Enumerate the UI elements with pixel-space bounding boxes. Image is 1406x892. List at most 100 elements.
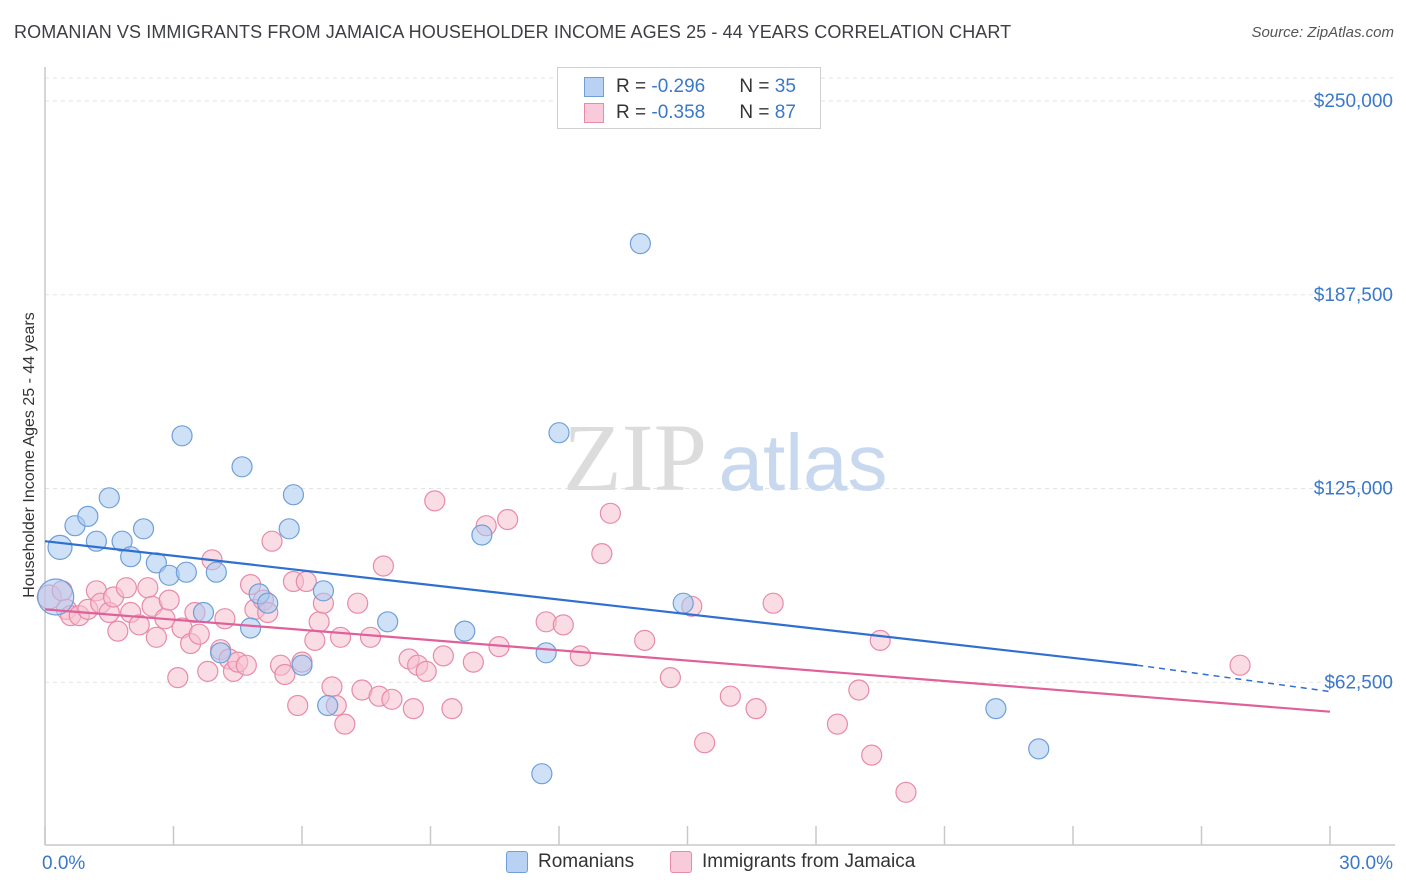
point-jamaica	[861, 744, 883, 766]
point-romanians	[535, 642, 557, 664]
watermark-zip: ZIP	[563, 404, 707, 511]
y-tick-label: $62,500	[1324, 672, 1393, 693]
watermark-atlas: atlas	[719, 418, 888, 507]
point-romanians	[629, 233, 651, 255]
point-jamaica	[659, 666, 681, 689]
point-jamaica	[235, 654, 257, 676]
legend-top: R = -0.296 N = 35 R = -0.358 N = 87	[557, 67, 821, 129]
point-jamaica	[381, 688, 403, 710]
point-romanians	[317, 694, 339, 717]
point-jamaica	[304, 629, 326, 652]
point-jamaica	[869, 629, 891, 652]
point-romanians	[278, 518, 300, 540]
point-jamaica	[334, 713, 356, 735]
legend-item-romanians[interactable]: Romanians	[506, 851, 634, 873]
legend-bottom: Romanians Immigrants from Jamaica	[0, 851, 1406, 879]
y-tick-label: $250,000	[1314, 91, 1393, 112]
point-romanians	[377, 611, 399, 633]
point-romanians	[175, 561, 197, 583]
point-romanians	[531, 763, 553, 785]
point-jamaica	[552, 614, 574, 636]
legend-swatch-blue	[584, 77, 604, 97]
point-jamaica	[402, 697, 424, 720]
point-jamaica	[462, 651, 484, 673]
y-axis-label: Householder Income Ages 25 - 44 years	[21, 312, 38, 598]
point-jamaica	[441, 697, 463, 720]
point-jamaica	[107, 620, 129, 642]
point-jamaica	[115, 577, 137, 599]
point-romanians	[205, 561, 227, 583]
point-jamaica	[359, 626, 382, 648]
point-jamaica	[347, 592, 369, 614]
point-romanians	[231, 456, 253, 478]
point-jamaica	[634, 629, 656, 652]
point-romanians	[548, 422, 570, 444]
y-tick-label: $187,500	[1314, 285, 1393, 306]
source-label: Source: ZipAtlas.com	[1251, 24, 1394, 41]
point-jamaica	[321, 676, 343, 698]
point-romanians	[210, 642, 232, 664]
point-romanians	[282, 484, 305, 506]
point-romanians	[47, 534, 73, 561]
point-romanians	[37, 578, 75, 616]
point-jamaica	[274, 663, 296, 686]
point-jamaica	[167, 666, 189, 689]
point-romanians	[192, 601, 215, 624]
point-jamaica	[128, 614, 150, 636]
point-jamaica	[497, 508, 519, 531]
point-jamaica	[287, 694, 309, 717]
point-jamaica	[424, 490, 446, 512]
x-tick-label: 0.0%	[42, 853, 85, 874]
point-jamaica	[145, 626, 167, 648]
point-jamaica	[158, 589, 180, 611]
point-romanians	[98, 487, 120, 509]
legend-label-romanians: Romanians	[538, 851, 635, 872]
tick-labels: $62,500 $125,000 $187,500 $250,000 0.0% 30.0%	[42, 91, 1393, 874]
point-romanians	[171, 425, 193, 447]
legend-row-jamaica: R = -0.358 N = 87	[584, 102, 796, 124]
point-romanians	[240, 617, 262, 639]
legend-swatch-romanians	[506, 851, 528, 873]
trend-line-romanians	[44, 540, 1138, 667]
legend-n-value: 35	[774, 76, 796, 97]
point-jamaica	[261, 530, 283, 552]
trend-lines	[44, 540, 1331, 713]
x-tick-label: 30.0%	[1339, 853, 1393, 874]
legend-n-value: 87	[774, 102, 796, 123]
legend-r-label: R =	[616, 102, 652, 123]
point-romanians	[985, 697, 1007, 720]
point-romanians	[312, 580, 335, 602]
point-jamaica	[591, 542, 613, 565]
axes	[44, 67, 1395, 846]
point-romanians	[291, 654, 313, 676]
point-jamaica	[372, 555, 394, 577]
point-jamaica	[762, 592, 784, 614]
legend-label-jamaica: Immigrants from Jamaica	[702, 851, 916, 872]
point-jamaica	[1229, 654, 1251, 676]
legend-swatch-jamaica	[670, 851, 692, 873]
point-jamaica	[745, 697, 767, 720]
legend-row-romanians: R = -0.296 N = 35	[584, 76, 796, 98]
watermark: ZIP atlas	[563, 404, 887, 511]
legend-item-jamaica[interactable]: Immigrants from Jamaica	[670, 851, 915, 873]
point-jamaica	[214, 608, 236, 630]
y-tick-label: $125,000	[1314, 479, 1393, 500]
point-jamaica	[569, 645, 592, 667]
point-jamaica	[826, 713, 849, 735]
point-jamaica	[599, 502, 622, 524]
point-romanians	[454, 620, 476, 642]
point-jamaica	[188, 623, 210, 645]
point-jamaica	[137, 577, 159, 599]
point-romanians	[77, 505, 99, 528]
legend-swatch-pink	[584, 103, 604, 123]
series-romanians	[37, 233, 1050, 785]
legend-r-label: R =	[616, 76, 652, 97]
legend-r-value: -0.358	[651, 102, 706, 123]
point-romanians	[672, 592, 694, 614]
point-jamaica	[197, 660, 219, 683]
point-jamaica	[848, 679, 870, 701]
legend-n-label: N =	[739, 76, 775, 97]
point-romanians	[132, 518, 155, 540]
point-romanians	[471, 524, 493, 546]
